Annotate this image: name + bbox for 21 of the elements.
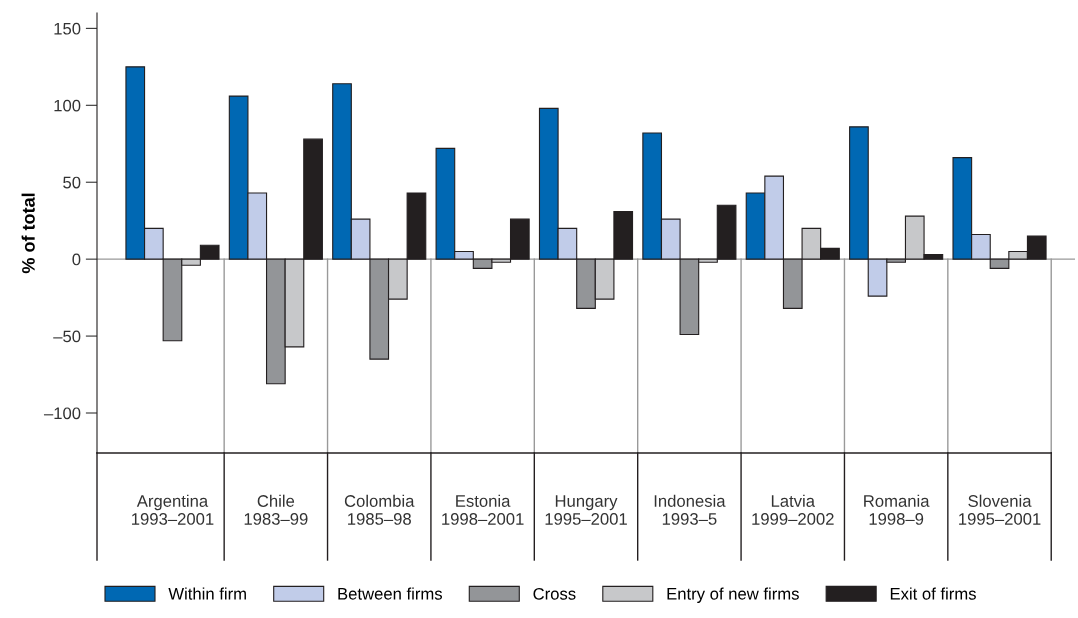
x-tick-label: Latvia 1999–2002: [752, 494, 834, 525]
y-tick-label: –100: [43, 407, 81, 420]
x-tick-label: Estonia 1998–2001: [442, 494, 524, 525]
y-tick-label: 150: [54, 22, 81, 35]
y-axis-title: % of total: [21, 193, 35, 274]
x-tick-label: Romania 1998–9: [864, 494, 930, 525]
x-tick-label: Hungary 1995–2001: [545, 495, 627, 525]
x-tick-label: Colombia 1985–98: [344, 494, 415, 525]
legend-label: Entry of new firms: [667, 587, 799, 603]
x-tick-label: Argentina 1993–2001: [132, 494, 214, 525]
y-tick-label: 0: [72, 253, 81, 266]
legend-label: Within firm: [168, 587, 246, 600]
y-tick-label: –50: [53, 330, 81, 343]
x-tick-label: Chile 1983–99: [244, 494, 308, 525]
x-tick-label: Indonesia 1993–5: [654, 494, 726, 525]
legend-label: Between firms: [338, 587, 443, 600]
x-tick-label: Slovenia 1995–2001: [959, 494, 1041, 525]
legend-label: Exit of firms: [890, 587, 976, 600]
y-tick-label: 100: [54, 99, 81, 112]
legend-label: Cross: [533, 587, 576, 600]
y-tick-label: 50: [63, 176, 81, 189]
